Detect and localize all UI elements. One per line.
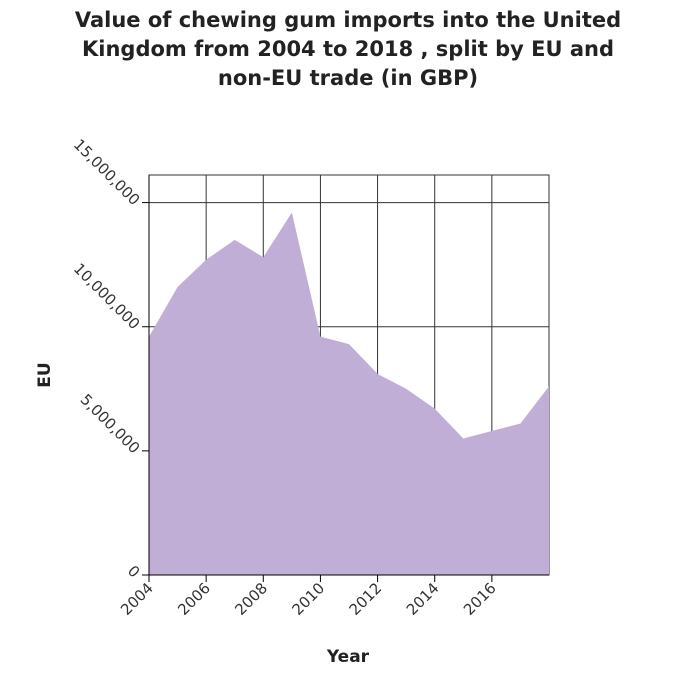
y-tick-label: 0: [124, 562, 143, 581]
x-tick-label: 2016: [460, 579, 500, 619]
x-tick-label: 2012: [346, 579, 386, 619]
y-tick-label: 15,000,000: [70, 136, 143, 209]
x-tick-label: 2004: [117, 579, 157, 619]
x-axis-title: Year: [326, 647, 370, 667]
y-tick-label: 5,000,000: [77, 391, 144, 458]
area-series: [149, 212, 549, 575]
y-tick-label: 10,000,000: [70, 260, 143, 333]
chart-title-line: non-EU trade (in GBP): [217, 66, 479, 90]
x-tick-label: 2010: [289, 579, 329, 619]
x-tick-label: 2008: [231, 579, 271, 619]
x-tick-label: 2006: [174, 579, 214, 619]
chart-title: Value of chewing gum imports into the Un…: [0, 6, 696, 93]
chart-title-line: Value of chewing gum imports into the Un…: [74, 8, 622, 32]
x-tick-label: 2014: [403, 579, 443, 619]
chart-title-line: Kingdom from 2004 to 2018 , split by EU …: [82, 37, 614, 61]
y-axis-title: EU: [35, 362, 55, 387]
